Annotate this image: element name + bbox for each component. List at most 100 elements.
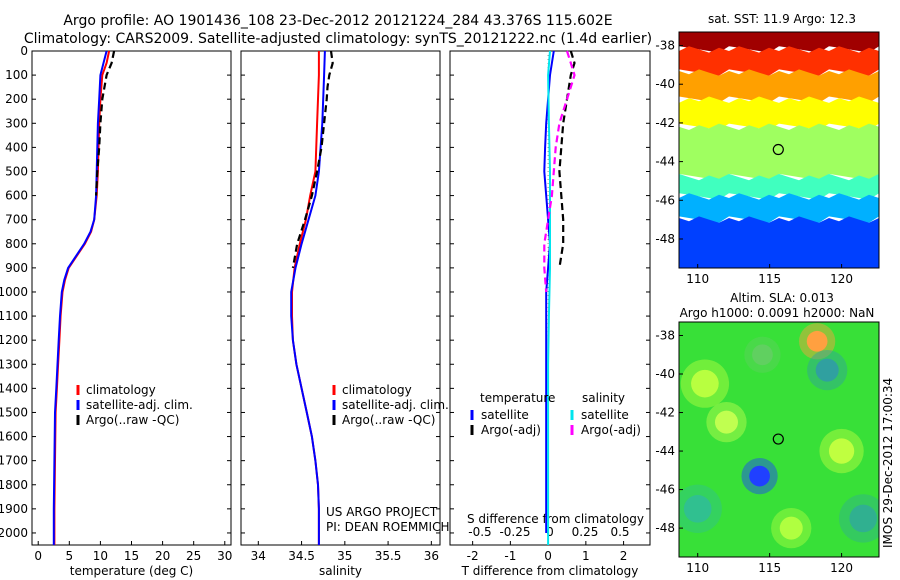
legend-heading-salinity: salinity <box>582 391 625 405</box>
sst-band <box>679 216 879 268</box>
x-tick-label: 20 <box>155 549 170 563</box>
map-x-tick-label: 120 <box>830 272 853 286</box>
y-tick-label: 1200 <box>0 333 28 347</box>
map-y-tick-label: -42 <box>655 406 675 420</box>
figure-title-line1: Argo profile: AO 1901436_108 23-Dec-2012… <box>63 13 612 29</box>
x-tick-label: -1 <box>504 549 516 563</box>
map-y-tick-label: -44 <box>655 155 675 169</box>
profile-panel-2: 34 34.5 35 35.5 36 salinity climatologysatelli… <box>240 50 449 578</box>
series-line-2 <box>52 50 108 545</box>
sla-feature <box>691 369 719 398</box>
y-tick-label: 0 <box>20 44 28 58</box>
map-field <box>679 322 879 557</box>
x-tick-label: 10 <box>93 549 108 563</box>
x-tick-label: 0 <box>34 549 42 563</box>
y-tick-label: 700 <box>5 213 28 227</box>
figure-title-line2: Climatology: CARS2009. Satellite-adjuste… <box>24 31 652 47</box>
sla-feature <box>828 438 855 464</box>
y-tick-label: 2000 <box>0 526 28 540</box>
y-tick-label: 100 <box>5 68 28 82</box>
map-title: sat. SST: 11.9 Argo: 12.3 <box>708 12 856 26</box>
sst-band <box>679 96 879 130</box>
sst-band <box>679 123 879 181</box>
map-x-tick-label: 115 <box>758 561 781 575</box>
x-tick-label: 2 <box>620 549 628 563</box>
map-panel-2: 110 115 120 -38 -40 -42 -44 -46 -48 Altim. SLA: 0… <box>655 291 880 575</box>
x-tick-label: 34.5 <box>288 549 315 563</box>
series-line-2 <box>290 50 326 545</box>
map-x-tick-label: 120 <box>830 561 853 575</box>
y-tick-label: 200 <box>5 92 28 106</box>
series-line-2 <box>558 50 576 269</box>
map-y-tick-label: -48 <box>655 232 675 246</box>
y-tick-label: 1800 <box>0 478 28 492</box>
map-frame <box>678 321 880 558</box>
y-tick-label: 1300 <box>0 357 28 371</box>
secondary-tick-label: 0.25 <box>572 525 599 539</box>
map-y-tick-label: -38 <box>655 328 675 342</box>
argo-location-marker <box>772 433 784 445</box>
x-tick-label: 34 <box>251 549 266 563</box>
y-tick-label: 600 <box>5 189 28 203</box>
y-tick-label: 1500 <box>0 405 28 419</box>
sla-feature <box>779 516 803 540</box>
legend-heading-temperature: temperature <box>480 391 555 405</box>
x-tick-label: 0 <box>544 549 552 563</box>
map-x-tick-label: 110 <box>686 561 709 575</box>
map-title: Altim. SLA: 0.013 <box>730 291 834 305</box>
y-tick-label: 900 <box>5 261 28 275</box>
y-tick-label: 300 <box>5 116 28 130</box>
legend-entry: Argo(..raw -QC) <box>86 413 179 427</box>
series-line-4 <box>543 50 576 293</box>
y-tick-label: 1900 <box>0 502 28 516</box>
secondary-tick-label: 0.5 <box>610 525 629 539</box>
legend-entry: satellite <box>581 408 629 422</box>
sst-band <box>679 193 879 223</box>
legend-entry: satellite <box>481 408 529 422</box>
sla-feature <box>749 465 770 487</box>
sst-band <box>679 46 879 76</box>
profile-panel-3: -2 -1 0 1 2T difference from climatology -0.5… <box>449 50 651 578</box>
plot-frame <box>31 50 232 546</box>
x-axis-label: temperature (deg C) <box>70 564 193 578</box>
map-y-tick-label: -48 <box>655 521 675 535</box>
sla-feature <box>683 495 712 523</box>
map-frame <box>678 31 880 269</box>
argo-location-marker <box>772 143 784 156</box>
y-tick-label: 1000 <box>0 285 28 299</box>
legend-entry: Argo(-adj) <box>581 423 641 437</box>
x-tick-label: 35.5 <box>375 549 402 563</box>
sst-band <box>679 32 879 53</box>
map-y-tick-label: -46 <box>655 193 675 207</box>
x-tick-label: 15 <box>124 549 139 563</box>
y-tick-label: 1700 <box>0 454 28 468</box>
secondary-tick-label: -0.25 <box>499 525 530 539</box>
map-y-tick-label: -40 <box>655 367 675 381</box>
legend-entry: climatology <box>342 383 412 397</box>
secondary-axis-label: S difference from climatology <box>467 512 644 526</box>
map-y-tick-label: -46 <box>655 483 675 497</box>
credit-pi: PI: DEAN ROEMMICH <box>326 520 449 534</box>
y-tick-label: 1400 <box>0 381 28 395</box>
legend-entry: Argo(-adj) <box>481 423 541 437</box>
sst-band <box>679 173 879 200</box>
sla-feature <box>714 410 738 434</box>
sla-feature <box>806 330 828 352</box>
sst-band <box>679 69 879 103</box>
x-axis-label: salinity <box>319 564 362 578</box>
x-tick-label: 30 <box>217 549 232 563</box>
x-tick-label: 36 <box>424 549 439 563</box>
series-line-3 <box>291 50 334 269</box>
map-panel-1: 110 115 120 -38 -40 -42 -44 -46 -48 sat. SST: 11.… <box>655 12 880 286</box>
secondary-tick-label: 0 <box>546 525 554 539</box>
legend-entry: Argo(..raw -QC) <box>342 413 435 427</box>
profile-panels: 0100200300400500600700800900100011001200… <box>0 44 651 578</box>
x-tick-label: 25 <box>186 549 201 563</box>
map-y-tick-label: -42 <box>655 116 675 130</box>
y-tick-label: 1600 <box>0 430 28 444</box>
sla-feature <box>752 344 773 366</box>
x-tick-label: -2 <box>467 549 479 563</box>
x-axis-label: T difference from climatology <box>461 564 639 578</box>
map-subtitle: Argo h1000: 0.0091 h2000: NaN <box>680 306 875 320</box>
